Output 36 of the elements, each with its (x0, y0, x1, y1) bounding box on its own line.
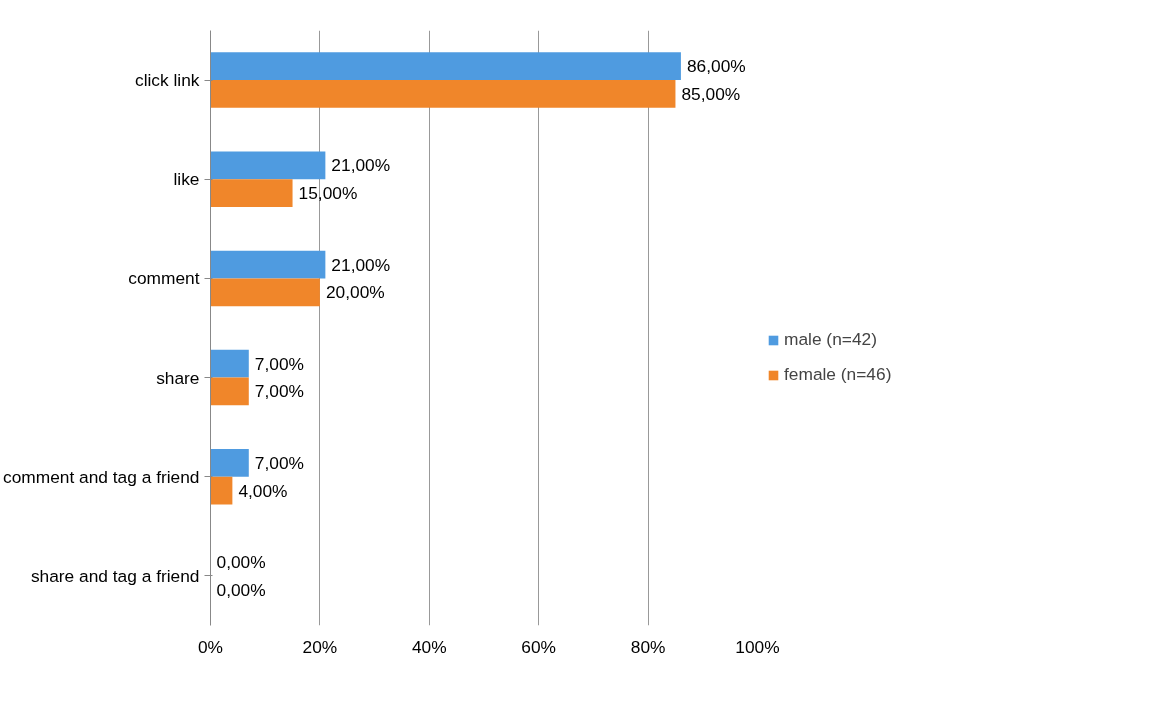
legend-label: female (n=46) (784, 364, 892, 385)
data-label: 0,00% (216, 579, 266, 600)
y-tick-label: share and tag a friend (30, 565, 200, 586)
y-tick-label: share (156, 367, 200, 388)
data-label: 0,00% (216, 552, 266, 573)
data-label: 15,00% (298, 183, 358, 204)
x-tick-label: 0% (197, 636, 224, 657)
data-label: 4,00% (238, 480, 288, 501)
data-label: 21,00% (331, 254, 391, 275)
bar (210, 250, 326, 279)
x-tick-label: 60% (521, 636, 557, 657)
bar (210, 80, 676, 108)
data-label: 7,00% (254, 381, 304, 402)
y-tick-label: comment and tag a friend (3, 466, 200, 487)
data-label: 85,00% (681, 83, 741, 104)
data-label: 21,00% (331, 155, 391, 176)
bar (210, 476, 233, 505)
y-tick-label: click link (134, 70, 200, 91)
legend-label: male (n=42) (784, 329, 877, 350)
x-tick-label: 20% (302, 636, 338, 657)
data-label: 86,00% (686, 56, 746, 77)
bar (210, 179, 293, 208)
data-label: 20,00% (325, 282, 385, 303)
x-tick-label: 80% (630, 636, 666, 657)
bar (210, 151, 326, 180)
bar (210, 278, 320, 307)
data-label: 7,00% (254, 452, 304, 473)
data-label: 7,00% (254, 353, 304, 374)
x-tick-label: 100% (735, 636, 780, 657)
bar (210, 377, 249, 406)
bar (210, 349, 249, 378)
bar (210, 52, 681, 81)
y-tick-label: comment (128, 268, 200, 289)
y-tick-label: like (173, 169, 200, 190)
x-tick-label: 40% (411, 636, 447, 657)
bar (210, 448, 249, 477)
